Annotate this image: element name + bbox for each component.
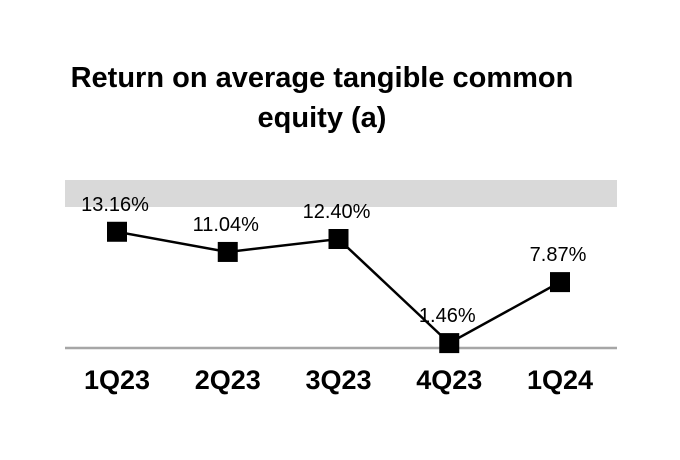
data-point-marker-4q23 [439,333,460,354]
chart-title-line2: equity (a) [257,102,387,134]
data-point-label-1q24: 7.87% [530,244,587,266]
data-point-marker-1q24 [550,272,570,293]
data-point-marker-1q23 [107,221,127,242]
data-point-label-3q23: 12.40% [303,201,371,223]
chart-title: Return on average tangible common equity… [0,58,644,138]
chart-title-line1: Return on average tangible common [70,62,574,94]
x-axis-label-2q23: 2Q23 [195,365,261,395]
x-axis-label-3q23: 3Q23 [305,365,371,395]
data-point-labels: 13.16% 11.04% 12.40% 1.46% 7.87% [81,194,586,327]
data-point-label-4q23: 1.46% [419,305,476,327]
x-axis-tick-labels: 1Q23 2Q23 3Q23 4Q23 1Q24 [84,365,593,395]
data-point-marker-2q23 [217,241,238,262]
data-point-markers [107,221,570,354]
x-axis-label-1q24: 1Q24 [527,365,593,395]
target-range-band [65,180,617,207]
x-axis-label-1q23: 1Q23 [84,365,150,395]
data-point-label-2q23: 11.04% [193,214,260,236]
data-point-label-1q23: 13.16% [81,194,149,216]
x-axis-label-4q23: 4Q23 [416,365,482,395]
data-point-marker-3q23 [328,229,349,250]
